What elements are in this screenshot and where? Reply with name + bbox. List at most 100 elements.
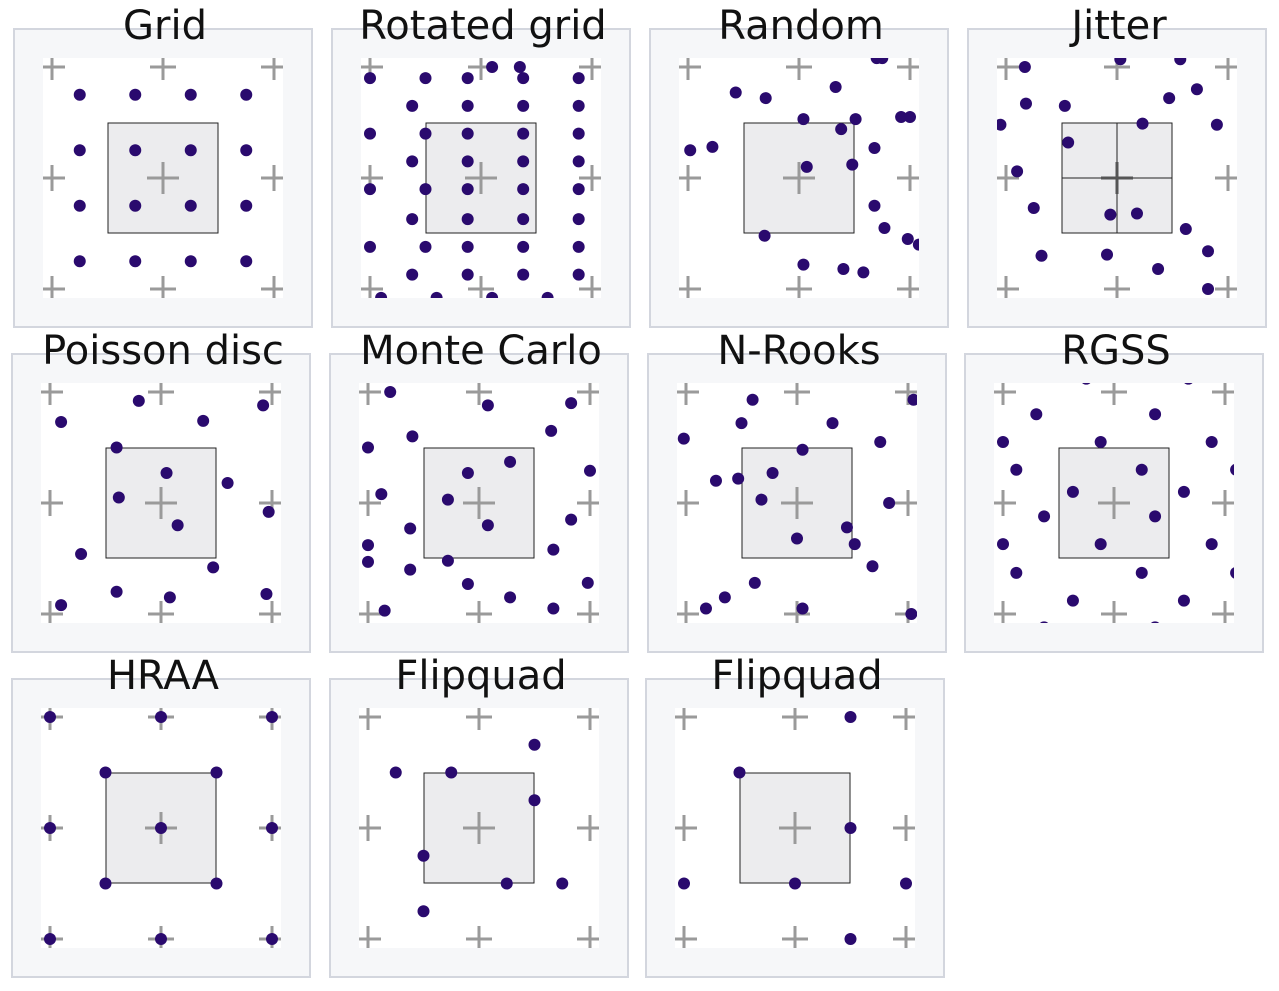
pattern-panel: Rotated grid <box>331 3 631 328</box>
sample-point <box>1011 165 1024 178</box>
pixel-center-cross <box>261 276 283 298</box>
sample-point <box>547 543 560 556</box>
sample-point <box>517 72 530 85</box>
pattern-panel: N-Rooks <box>647 328 947 653</box>
sample-point <box>797 258 810 271</box>
sample-point <box>461 155 474 168</box>
sample-point <box>1035 249 1048 262</box>
sample-point <box>791 532 803 545</box>
sample-point <box>155 933 167 945</box>
pixel-center-cross <box>1215 276 1237 298</box>
pixel-center-cross <box>897 165 919 191</box>
pattern-plot <box>679 58 919 298</box>
sample-point <box>868 199 881 212</box>
sample-point <box>461 467 474 480</box>
sample-point <box>907 393 917 406</box>
sample-point <box>732 472 745 485</box>
sample-point <box>797 113 810 126</box>
pixel-center-cross <box>579 58 601 80</box>
pixel-center-cross <box>359 815 381 841</box>
sample-point <box>868 142 881 155</box>
sample-point <box>378 604 391 617</box>
sample-point <box>565 513 578 526</box>
pixel-center-cross <box>994 490 1016 516</box>
sample-point <box>846 158 859 171</box>
sample-point <box>1030 408 1043 421</box>
pattern-plot <box>675 708 915 948</box>
sample-point <box>517 155 530 168</box>
pattern-panel: Random <box>649 3 949 328</box>
pixel-center-cross <box>893 926 915 948</box>
pixel-center-cross <box>897 276 919 298</box>
sample-point <box>406 268 419 281</box>
pixel-center-cross <box>1098 487 1130 519</box>
pixel-center-cross <box>895 490 917 516</box>
sample-point <box>883 497 896 509</box>
pixel-center-cross <box>43 276 65 298</box>
sample-point <box>171 519 184 532</box>
sample-point <box>419 240 432 253</box>
sample-point <box>184 255 197 268</box>
pixel-center-cross <box>994 601 1016 623</box>
sample-point <box>766 467 779 480</box>
sample-point <box>362 539 374 552</box>
pixel-center-cross <box>1215 165 1237 191</box>
pattern-panel: RGSS <box>964 328 1264 653</box>
sample-point <box>677 432 690 445</box>
sample-point <box>240 255 253 268</box>
sample-point <box>260 588 273 601</box>
sample-point <box>1202 245 1215 258</box>
pattern-plot <box>41 708 281 948</box>
pixel-center-cross <box>150 58 176 80</box>
pixel-center-cross <box>359 490 381 516</box>
pixel-center-cross <box>1212 601 1234 623</box>
pixel-center-cross <box>359 601 381 623</box>
pixel-center-cross <box>579 276 601 298</box>
sample-point <box>528 738 541 751</box>
sample-point <box>73 255 86 268</box>
sample-point <box>517 99 530 112</box>
sample-point <box>572 155 585 168</box>
sample-point <box>517 183 530 196</box>
pixel-center-cross <box>41 490 63 516</box>
sample-point <box>1202 283 1215 295</box>
sample-point <box>406 213 419 226</box>
pattern-title: Jitter <box>1071 3 1167 49</box>
sample-point <box>1174 58 1187 66</box>
pixel-center-cross <box>577 490 599 516</box>
sample-point <box>406 430 419 443</box>
sample-point <box>733 766 746 779</box>
sample-point <box>572 213 585 226</box>
pixel-center-cross <box>579 165 601 191</box>
sample-point <box>406 155 419 168</box>
sample-point <box>99 766 112 779</box>
sample-point <box>517 240 530 253</box>
pixel-center-cross <box>466 708 492 730</box>
sample-point <box>461 268 474 281</box>
sample-point <box>746 393 759 406</box>
sample-point <box>997 538 1009 551</box>
sample-point <box>572 268 585 281</box>
pixel-center-cross <box>994 383 1016 405</box>
pixel-center-cross <box>466 383 492 405</box>
sample-point <box>755 493 768 506</box>
pixel-center-cross <box>897 58 919 80</box>
sample-point <box>729 86 742 99</box>
pixel-center-cross <box>466 926 492 948</box>
sample-point <box>461 578 474 591</box>
sample-point <box>155 711 167 723</box>
sample-point <box>73 144 86 157</box>
sample-point <box>73 88 86 101</box>
sample-point <box>572 72 585 85</box>
sample-point <box>1205 538 1218 551</box>
sample-point <box>1094 538 1107 551</box>
pixel-center-cross <box>997 276 1019 298</box>
sample-point <box>545 424 558 437</box>
sample-point <box>1179 223 1192 236</box>
pixel-center-cross <box>148 601 174 623</box>
pixel-center-cross <box>465 162 497 194</box>
pattern-title: Flipquad <box>711 653 883 699</box>
sample-point <box>699 602 712 615</box>
pattern-title: Random <box>718 3 884 49</box>
pixel-center-cross <box>359 383 381 405</box>
